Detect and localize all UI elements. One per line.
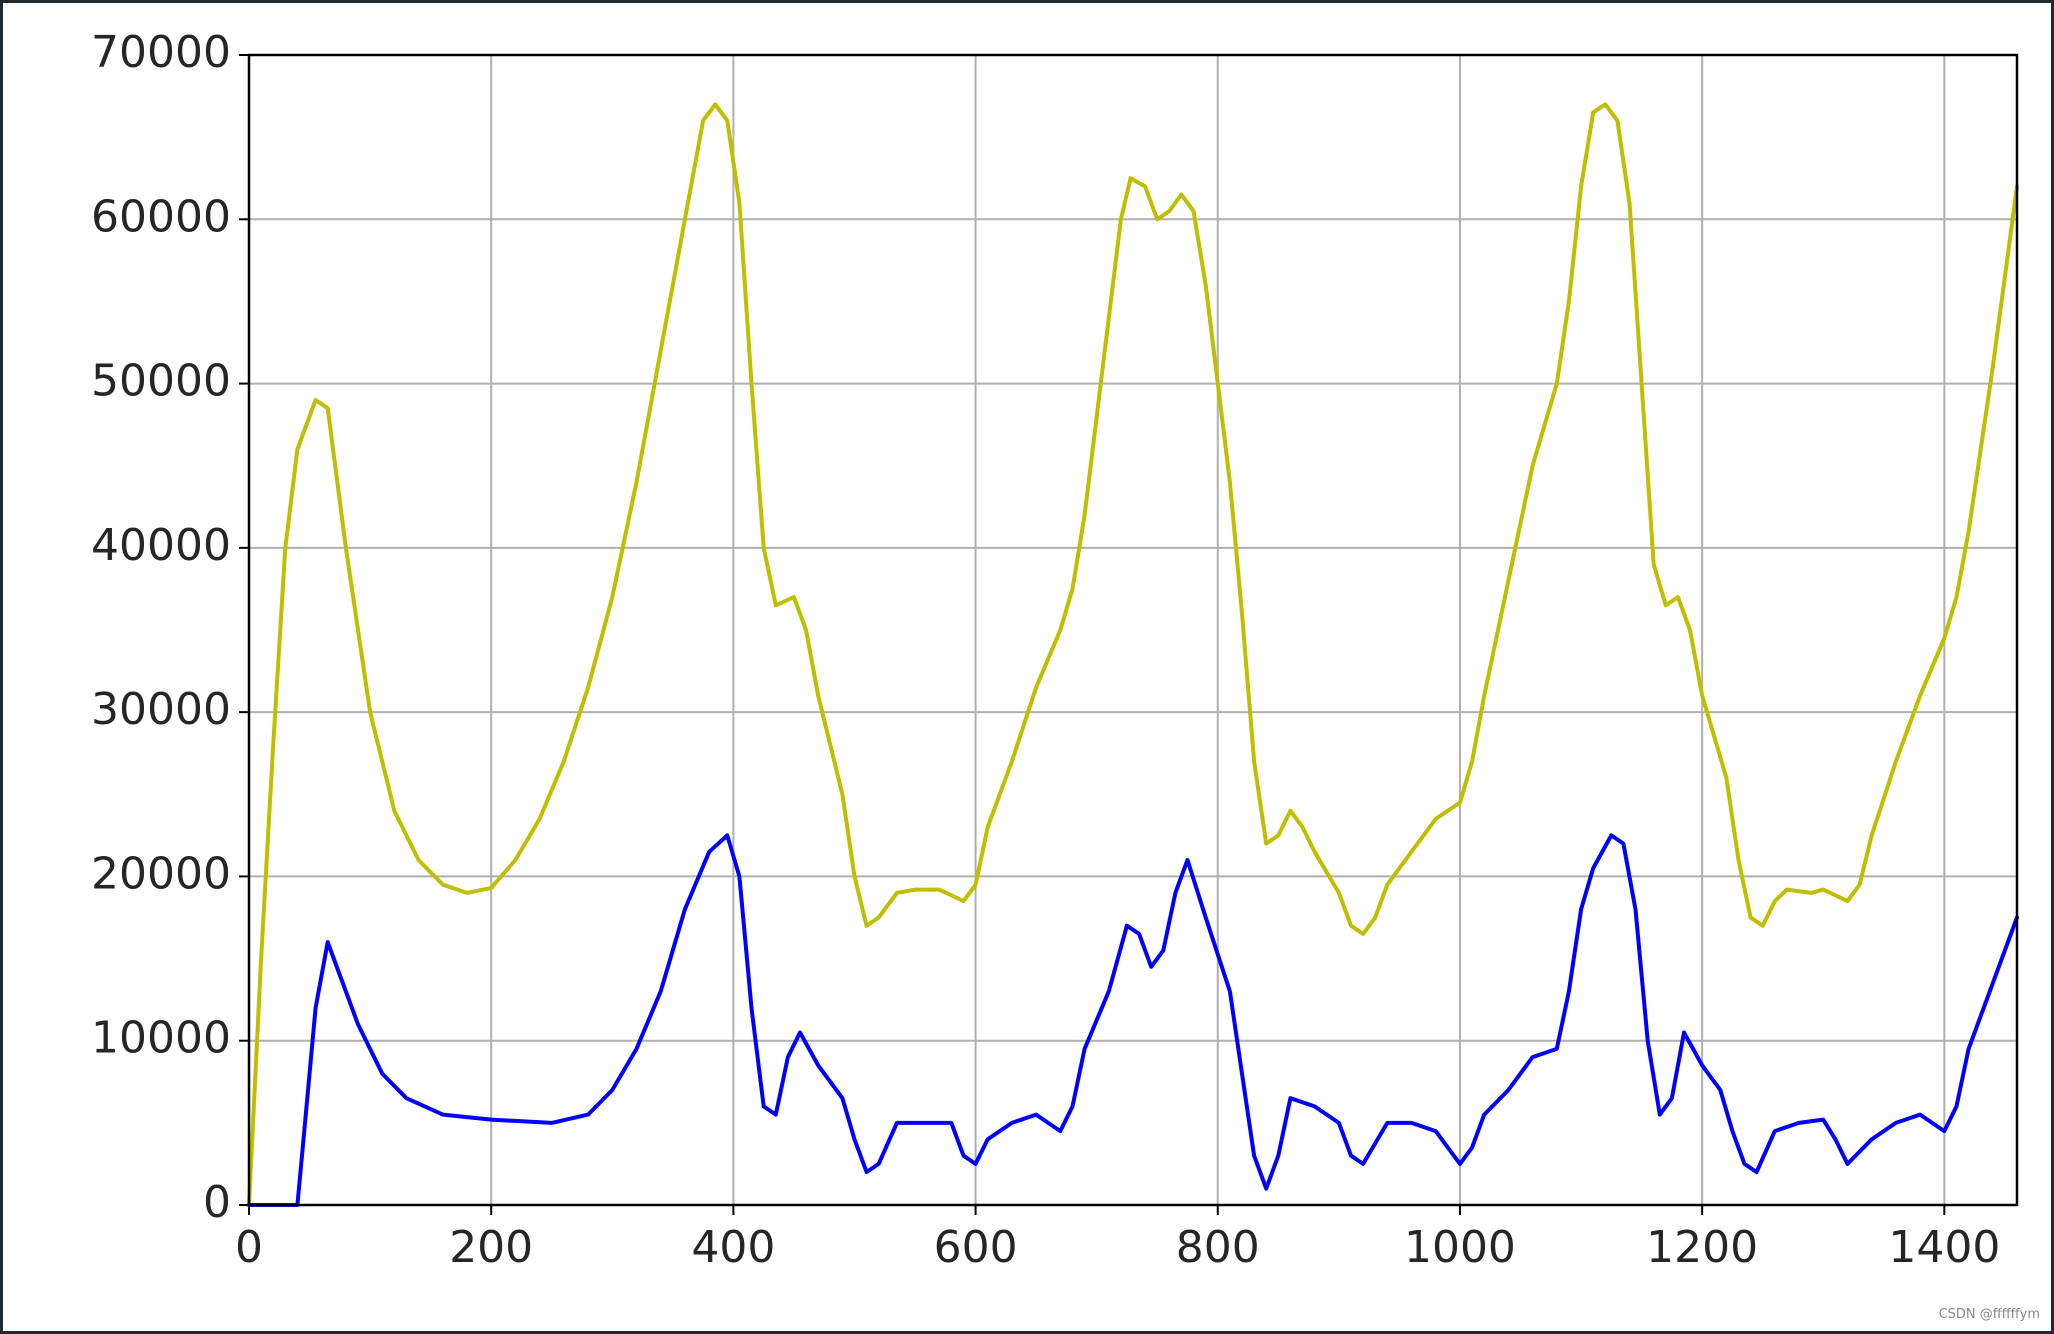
grid-layer xyxy=(248,54,2017,1206)
x-tick-label: 1000 xyxy=(1404,1222,1516,1273)
x-tick-label: 1200 xyxy=(1646,1222,1758,1273)
y-tick-label: 50000 xyxy=(91,356,231,407)
x-tick-label: 1400 xyxy=(1888,1222,2000,1273)
y-tick-label: 20000 xyxy=(91,848,231,899)
x-tick-label: 200 xyxy=(449,1222,533,1273)
series-line xyxy=(247,833,2019,1207)
x-tick-label: 400 xyxy=(691,1222,775,1273)
y-tick-label: 70000 xyxy=(91,27,231,78)
y-tick-label: 40000 xyxy=(91,520,231,571)
x-tick-label: 0 xyxy=(235,1222,263,1273)
y-tick-label: 30000 xyxy=(91,684,231,735)
lines-layer xyxy=(247,102,2019,1207)
y-tick-label: 60000 xyxy=(91,191,231,242)
plot-frame xyxy=(247,53,2019,1207)
watermark: CSDN @ffffffym xyxy=(1939,1307,2040,1322)
x-tick-label: 800 xyxy=(1176,1222,1260,1273)
x-tick-label: 600 xyxy=(934,1222,1018,1273)
series-line xyxy=(247,102,2019,1207)
y-tick-label: 10000 xyxy=(91,1013,231,1064)
y-tick-label: 0 xyxy=(203,1177,231,1228)
